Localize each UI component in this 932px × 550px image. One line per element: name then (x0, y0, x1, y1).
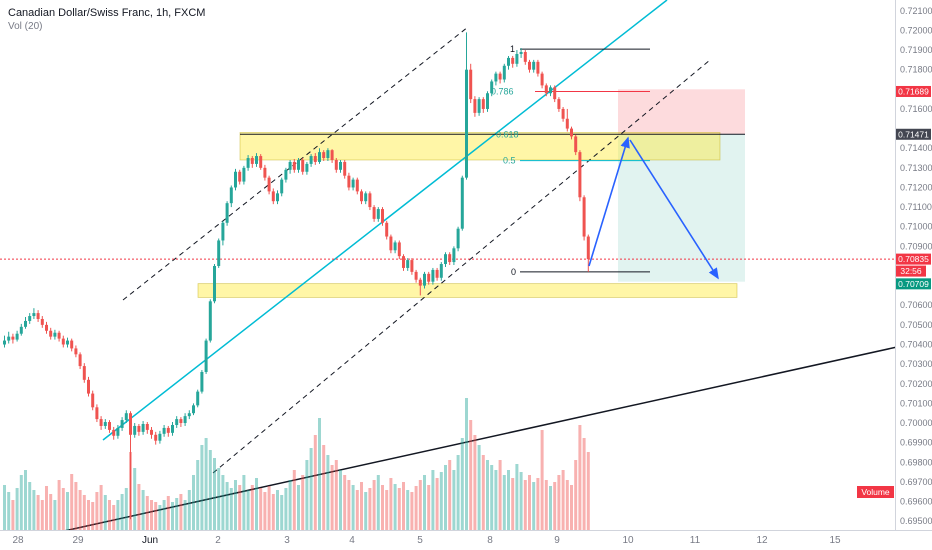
fib-label-0.786: 0.786 (491, 86, 514, 96)
bar-countdown-badge: 32:56 (896, 265, 926, 277)
price-tick: 0.71900 (900, 45, 932, 55)
svg-text:0.71471: 0.71471 (898, 129, 929, 139)
price-tick: 0.69500 (900, 516, 932, 526)
price-tick: 0.70400 (900, 340, 932, 350)
time-tick-15: 15 (829, 535, 841, 546)
price-tick: 0.70300 (900, 359, 932, 369)
svg-text:0.71689: 0.71689 (898, 86, 929, 96)
projected-drop-arrow[interactable] (629, 139, 719, 280)
time-tick-2: 2 (215, 535, 221, 546)
price-tick: 0.71200 (900, 182, 932, 192)
price-tick: 0.72100 (900, 6, 932, 16)
projected-rally-arrow[interactable] (588, 136, 630, 267)
time-axis[interactable]: 28 29 Jun 2 3 4 5 8 9 10 11 12 15 (0, 530, 932, 550)
fib-retracement[interactable]: 1 0.786 0.618 0.5 0 (240, 44, 745, 277)
volume-indicator-label[interactable]: Vol (20) (8, 21, 43, 32)
horizontal-line-price-badge: 0.71471 (896, 128, 931, 140)
fib-target-zone[interactable] (618, 134, 745, 282)
time-tick-Jun: Jun (142, 535, 158, 546)
time-tick-29: 29 (72, 535, 84, 546)
price-tick: 0.70000 (900, 418, 932, 428)
time-tick-11: 11 (690, 535, 701, 546)
support-band[interactable] (197, 283, 738, 298)
resistance-line-price-badge: 0.71689 (896, 85, 931, 97)
last-price-badge: 0.70835 (896, 253, 931, 265)
price-tick: 0.71400 (900, 143, 932, 153)
price-axis[interactable]: 0.72100 0.72000 0.71900 0.71800 0.71600 0.714… (895, 0, 932, 550)
volume-layer (3, 398, 590, 530)
price-tick: 0.70200 (900, 379, 932, 389)
price-tick: 0.71300 (900, 163, 932, 173)
volume-pane-badge[interactable]: Volume (857, 486, 894, 498)
time-tick-28: 28 (12, 535, 24, 546)
time-tick-10: 10 (622, 535, 634, 546)
price-tick: 0.69800 (900, 457, 932, 467)
time-tick-4: 4 (349, 535, 355, 546)
zones-layer (197, 89, 745, 298)
price-tick: 0.70900 (900, 241, 932, 251)
price-tick: 0.69700 (900, 477, 932, 487)
fib-premium-zone[interactable] (618, 89, 745, 135)
support-line-price-badge: 0.70709 (896, 278, 931, 290)
candles-layer (3, 32, 590, 520)
fib-label-0.5: 0.5 (503, 156, 516, 166)
price-tick: 0.71800 (900, 65, 932, 75)
svg-text:0.70709: 0.70709 (898, 279, 929, 289)
time-tick-9: 9 (554, 535, 560, 546)
svg-text:0.70835: 0.70835 (898, 254, 929, 264)
price-tick: 0.69900 (900, 438, 932, 448)
price-tick: 0.69600 (900, 497, 932, 507)
fib-label-0.618: 0.618 (496, 129, 519, 139)
time-tick-8: 8 (487, 535, 493, 546)
long-term-trendline[interactable] (54, 346, 898, 534)
time-tick-3: 3 (284, 535, 290, 546)
fib-label-1: 1 (510, 44, 515, 54)
svg-text:Volume: Volume (861, 487, 890, 497)
time-tick-5: 5 (417, 535, 423, 546)
arrows-layer[interactable] (588, 136, 719, 280)
price-tick: 0.71100 (900, 202, 932, 212)
fib-label-0: 0 (511, 267, 516, 277)
chart-legend: Canadian Dollar/Swiss Franc, 1h, FXCM Vo… (8, 6, 205, 33)
svg-text:32:56: 32:56 (900, 266, 922, 276)
price-tick: 0.70600 (900, 300, 932, 310)
time-tick-12: 12 (756, 535, 768, 546)
price-tick: 0.71000 (900, 222, 932, 232)
ascending-trendline-cyan[interactable] (102, 0, 668, 441)
price-tick: 0.70100 (900, 398, 932, 408)
price-tick: 0.72000 (900, 25, 932, 35)
price-tick: 0.71600 (900, 104, 932, 114)
price-tick: 0.70500 (900, 320, 932, 330)
symbol-title[interactable]: Canadian Dollar/Swiss Franc, 1h, FXCM (8, 7, 206, 19)
